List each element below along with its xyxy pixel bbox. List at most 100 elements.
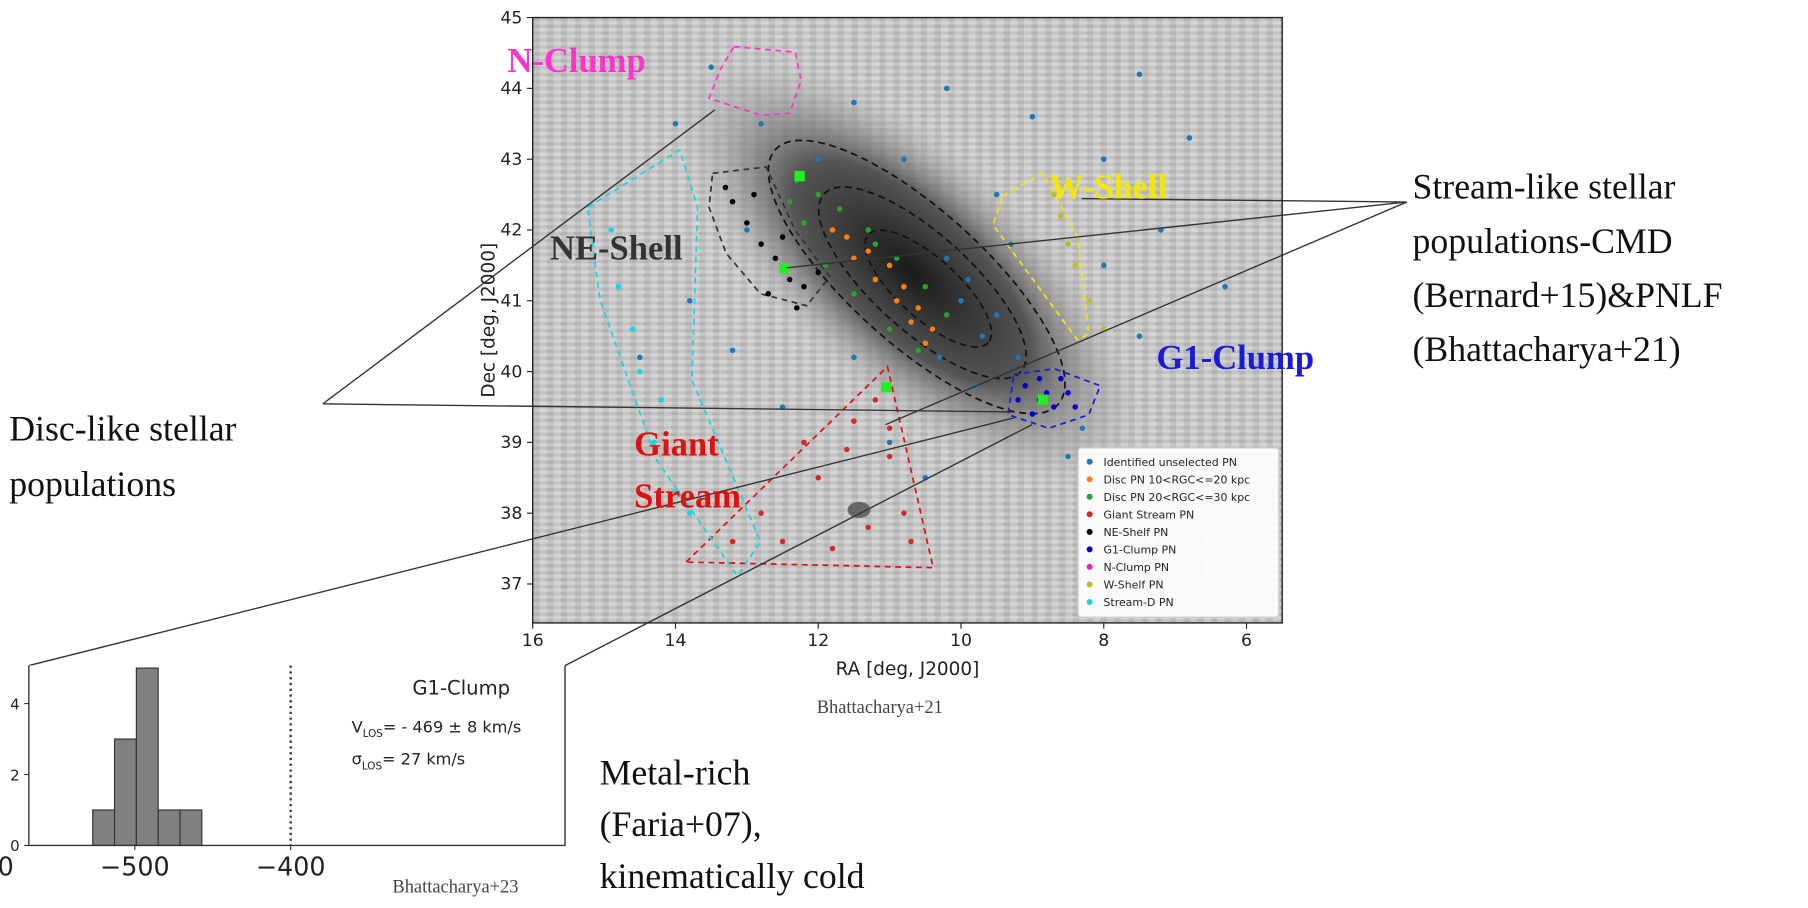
data-point xyxy=(637,355,643,361)
data-point xyxy=(844,234,850,240)
region-label: N-Clump xyxy=(507,42,645,80)
data-point xyxy=(837,206,843,212)
legend-marker xyxy=(1087,476,1093,482)
data-point xyxy=(887,326,893,332)
data-point xyxy=(673,121,679,127)
data-point xyxy=(908,539,914,545)
data-point xyxy=(994,312,1000,318)
y-tick-label: 43 xyxy=(500,150,522,170)
data-point xyxy=(1072,263,1078,269)
data-point xyxy=(766,291,772,297)
data-point xyxy=(851,355,857,361)
x-tick-label: 12 xyxy=(807,631,829,651)
legend-label: Giant Stream PN xyxy=(1103,508,1194,521)
data-point xyxy=(915,348,921,354)
data-point xyxy=(815,475,821,481)
y-tick-label: 39 xyxy=(500,433,522,453)
annotation: Stream-like stellar xyxy=(1412,167,1675,207)
histogram-bar xyxy=(158,810,180,845)
data-point xyxy=(1065,241,1071,247)
data-point xyxy=(801,220,807,226)
annotation: (Bernard+15)&PNLF xyxy=(1412,275,1722,315)
inset-title: G1-Clump xyxy=(412,676,510,699)
data-point xyxy=(994,192,1000,198)
data-point xyxy=(758,241,764,247)
data-point xyxy=(887,425,893,431)
data-point xyxy=(815,156,821,162)
data-point xyxy=(758,121,764,127)
data-point xyxy=(1137,333,1143,339)
data-point xyxy=(901,284,907,290)
data-point xyxy=(901,156,907,162)
data-point xyxy=(637,369,643,375)
annotation: kinematically cold xyxy=(600,856,865,896)
legend-marker xyxy=(1087,546,1093,552)
data-point xyxy=(658,397,664,403)
data-point xyxy=(1137,71,1143,77)
data-point xyxy=(687,298,693,304)
data-point xyxy=(1037,376,1043,382)
data-point xyxy=(630,326,636,332)
data-point xyxy=(944,256,950,262)
annotation: Metal-rich xyxy=(600,752,751,792)
data-point xyxy=(1022,383,1028,389)
data-point xyxy=(865,248,871,254)
data-point xyxy=(851,291,857,297)
annotation: populations-CMD xyxy=(1412,221,1672,261)
data-point xyxy=(865,227,871,233)
y-tick-label: 37 xyxy=(500,575,522,595)
data-point xyxy=(1222,284,1228,290)
data-point xyxy=(1101,263,1107,269)
histogram-bar xyxy=(136,668,158,845)
legend-marker xyxy=(1087,529,1093,535)
data-point xyxy=(1101,156,1107,162)
y-tick-label: 45 xyxy=(500,8,522,28)
stat-subscript: LOS xyxy=(362,760,382,772)
histogram-bar xyxy=(93,810,115,845)
legend-label: Disc PN 20<RGC<=30 kpc xyxy=(1103,491,1250,504)
legend-marker xyxy=(1087,459,1093,465)
stat-value: = 27 km/s xyxy=(382,750,465,769)
legend-marker xyxy=(1087,511,1093,517)
data-point xyxy=(744,220,750,226)
data-point xyxy=(908,319,914,325)
data-point xyxy=(751,192,757,198)
region-label: Stream xyxy=(634,478,741,516)
data-point xyxy=(794,305,800,311)
y-tick-label: 42 xyxy=(500,221,522,241)
data-point xyxy=(1051,404,1057,410)
data-point xyxy=(616,284,622,290)
y-tick-label: 4 xyxy=(10,695,20,713)
slide: 1614121086373839404142434445RA [deg, J20… xyxy=(0,0,1808,908)
region-label: Giant xyxy=(634,426,719,464)
data-point xyxy=(1015,355,1021,361)
data-point xyxy=(780,539,786,545)
annotation: (Faria+07), xyxy=(600,804,762,844)
x-tick-label: 6 xyxy=(1241,631,1252,651)
x-tick-label: 16 xyxy=(522,631,544,651)
data-point xyxy=(1030,114,1036,120)
data-point xyxy=(944,86,950,92)
data-point xyxy=(730,199,736,205)
data-point xyxy=(958,298,964,304)
data-point xyxy=(937,355,943,361)
x-tick-label: 14 xyxy=(664,631,686,651)
data-point xyxy=(887,440,893,446)
data-point xyxy=(758,510,764,516)
stat-subscript: LOS xyxy=(363,728,383,740)
legend-label: Stream-D PN xyxy=(1103,596,1173,609)
data-point xyxy=(923,340,929,346)
data-point xyxy=(723,185,729,191)
legend-label: NE-Shelf PN xyxy=(1103,526,1168,539)
data-point xyxy=(901,510,907,516)
data-point xyxy=(815,270,821,276)
data-point xyxy=(1065,390,1071,396)
x-tick-label: −600 xyxy=(0,851,14,881)
data-point xyxy=(944,312,950,318)
data-point xyxy=(865,525,871,531)
data-point xyxy=(744,227,750,233)
histogram-bar xyxy=(115,739,137,845)
y-axis-label: Dec [deg, J2000] xyxy=(479,243,500,398)
legend-label: Disc PN 10<RGC<=20 kpc xyxy=(1103,473,1250,486)
data-point xyxy=(873,277,879,283)
